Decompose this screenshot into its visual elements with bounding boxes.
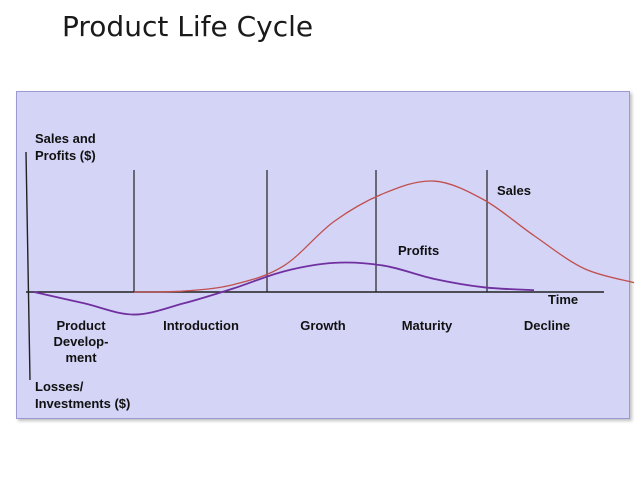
chart-panel — [16, 91, 630, 419]
x-label: Time — [548, 292, 578, 307]
stage-label-maturity: Maturity — [402, 318, 453, 333]
stage-label-development-line1: Product — [56, 318, 106, 333]
y-label-bottom-line2: Investments ($) — [35, 396, 130, 411]
y-axis — [25, 151, 31, 381]
sales-curve — [133, 180, 635, 293]
y-label-top-line2: Profits ($) — [35, 148, 96, 163]
stage-label-introduction: Introduction — [163, 318, 239, 333]
sales-label: Sales — [497, 183, 531, 198]
slide-title: Product Life Cycle — [62, 10, 314, 43]
stage-label-development-line3: ment — [65, 350, 97, 365]
stage-label-decline: Decline — [524, 318, 570, 333]
y-label-bottom-line1: Losses/ — [35, 379, 84, 394]
profits-label: Profits — [398, 243, 439, 258]
profits-curve — [33, 261, 535, 316]
y-label-top-line1: Sales and — [35, 131, 96, 146]
stage-label-development-line2: Develop- — [54, 334, 109, 349]
stage-label-growth: Growth — [300, 318, 346, 333]
